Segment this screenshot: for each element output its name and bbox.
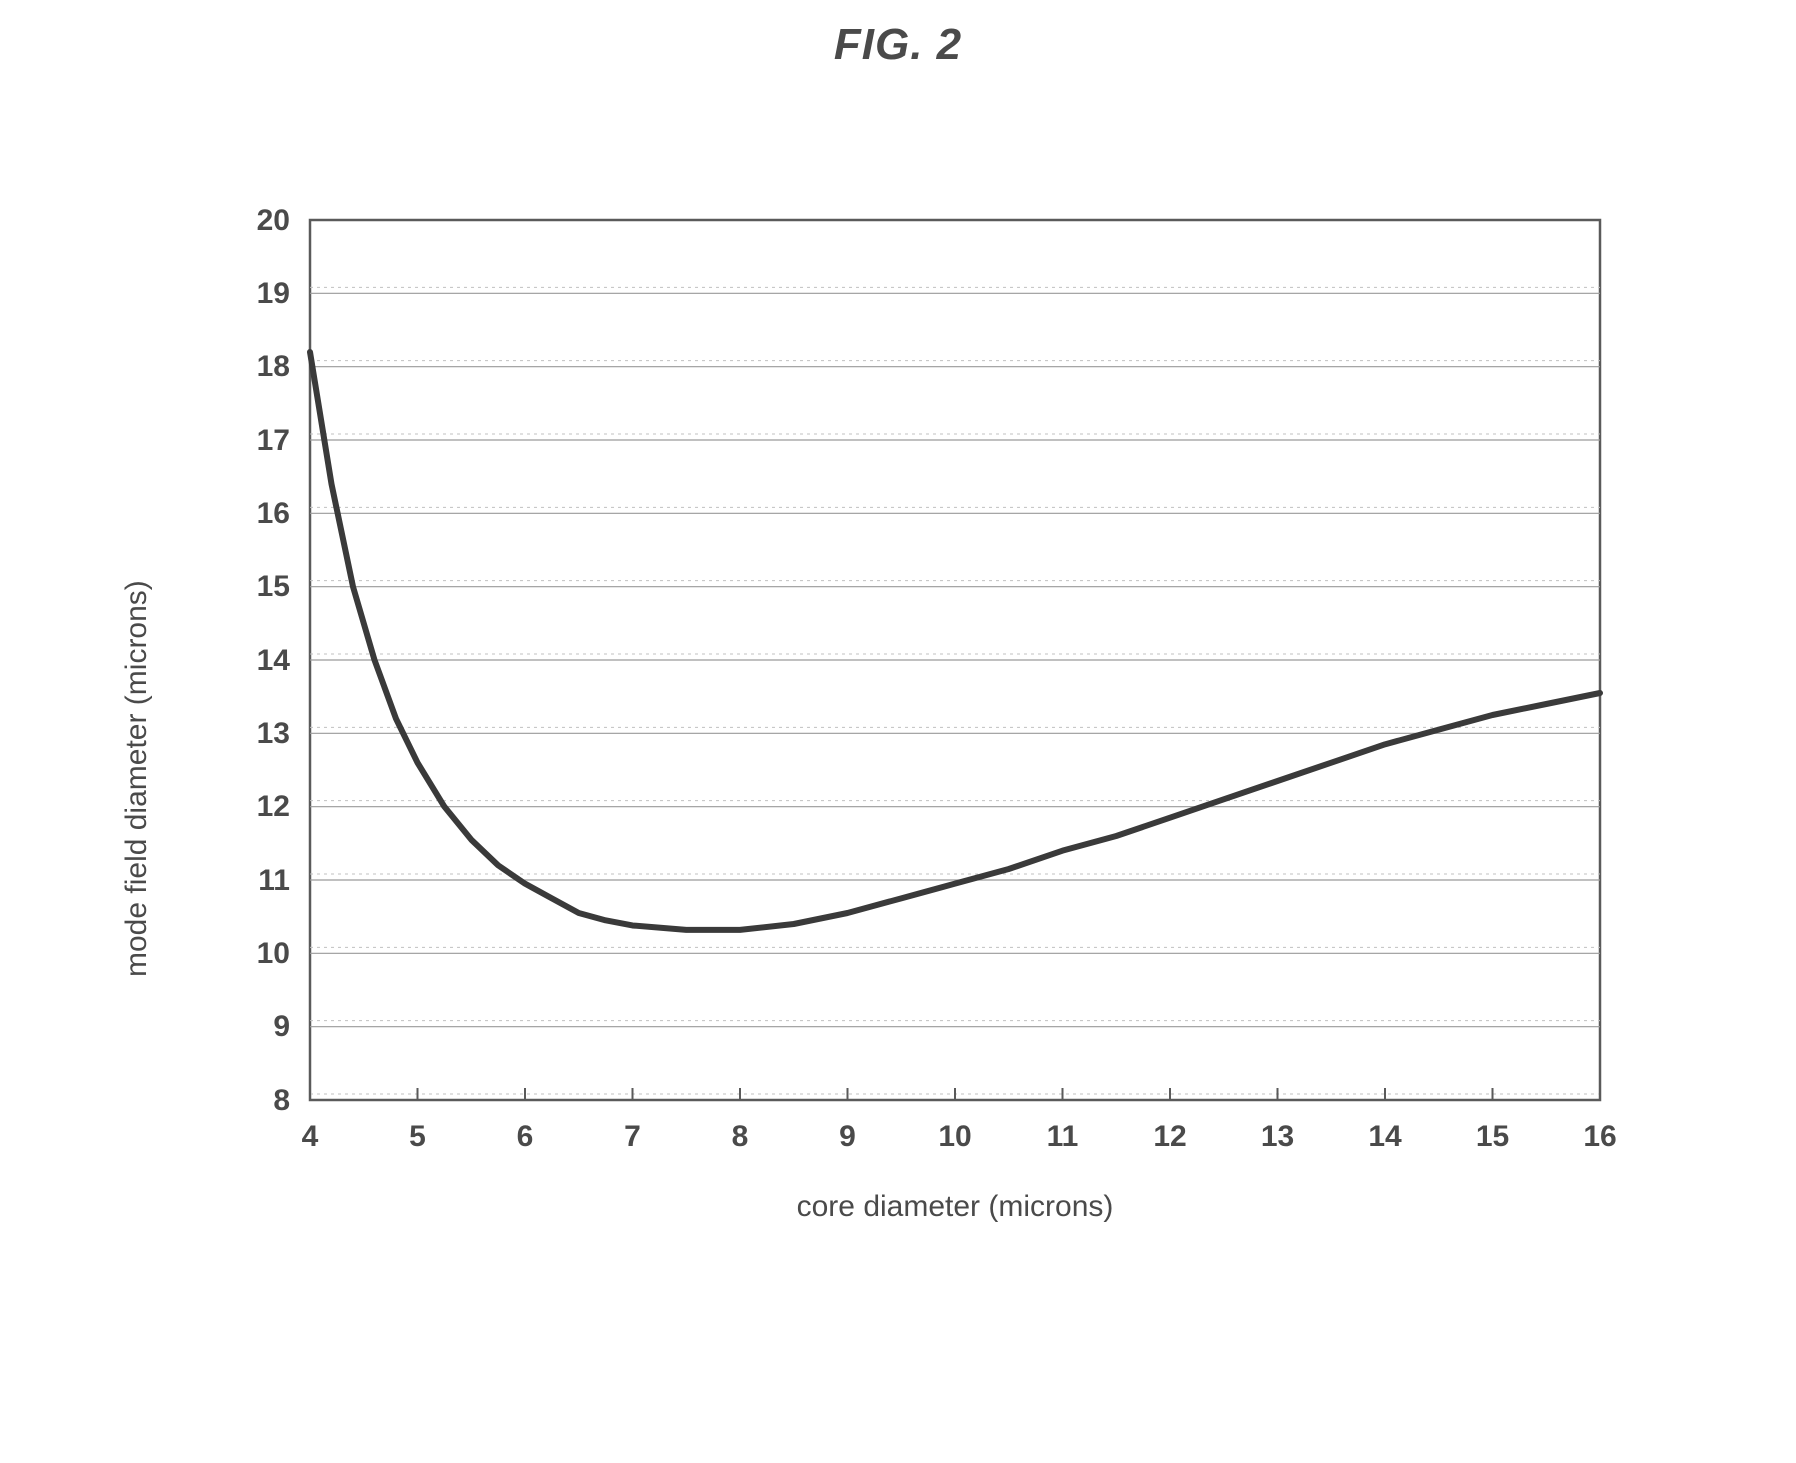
y-tick-label: 10 <box>220 937 290 971</box>
y-tick-label: 8 <box>220 1084 290 1118</box>
x-tick-label: 14 <box>1345 1120 1425 1154</box>
y-tick-label: 16 <box>220 497 290 531</box>
x-tick-label: 10 <box>915 1120 995 1154</box>
y-tick-label: 20 <box>220 204 290 238</box>
y-tick-label: 11 <box>220 864 290 898</box>
page: FIG. 2 mode field diameter (microns) cor… <box>0 0 1796 1463</box>
x-tick-label: 7 <box>593 1120 673 1154</box>
x-tick-label: 11 <box>1023 1120 1103 1154</box>
x-axis-label: core diameter (microns) <box>310 1190 1600 1224</box>
y-tick-label: 14 <box>220 644 290 678</box>
x-tick-label: 8 <box>700 1120 780 1154</box>
x-tick-label: 13 <box>1238 1120 1318 1154</box>
y-tick-label: 19 <box>220 277 290 311</box>
y-tick-label: 9 <box>220 1010 290 1044</box>
y-tick-label: 13 <box>220 717 290 751</box>
y-tick-label: 18 <box>220 350 290 384</box>
x-tick-label: 6 <box>485 1120 565 1154</box>
y-tick-label: 12 <box>220 790 290 824</box>
y-tick-label: 15 <box>220 570 290 604</box>
x-tick-label: 4 <box>270 1120 350 1154</box>
y-tick-label: 17 <box>220 424 290 458</box>
x-tick-label: 9 <box>808 1120 888 1154</box>
y-axis-label: mode field diameter (microns) <box>120 220 154 977</box>
x-tick-label: 5 <box>378 1120 458 1154</box>
x-tick-label: 15 <box>1453 1120 1533 1154</box>
x-tick-label: 16 <box>1560 1120 1640 1154</box>
figure-title: FIG. 2 <box>0 20 1796 70</box>
x-tick-label: 12 <box>1130 1120 1210 1154</box>
